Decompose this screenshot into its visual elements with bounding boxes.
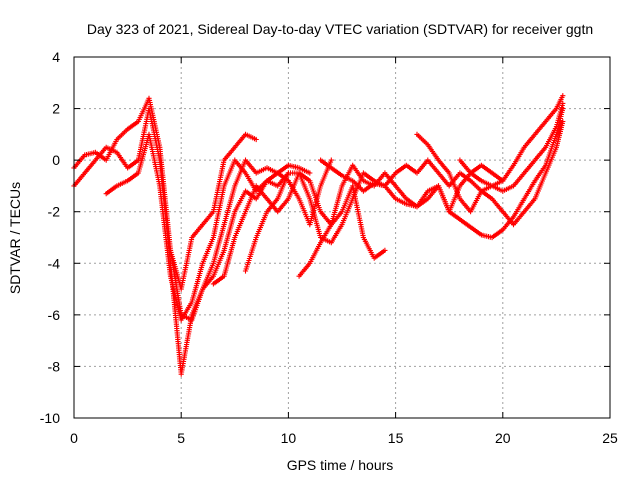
y-tick-label: -2 <box>48 204 61 220</box>
series-markers <box>210 170 388 287</box>
series-line <box>298 95 564 277</box>
x-tick-label: 25 <box>602 430 618 446</box>
y-tick-label: 0 <box>52 152 60 168</box>
x-tick-label: 20 <box>495 430 511 446</box>
y-axis-label: SDTVAR / TECUs <box>7 182 23 294</box>
series-group <box>71 93 566 377</box>
axis-ticks: 0 5 10 15 20 25 -10 -8 -6 -4 -2 0 2 4 <box>40 49 618 446</box>
series-markers <box>414 118 566 228</box>
series-markers <box>103 131 291 323</box>
y-tick-label: -4 <box>48 255 61 271</box>
y-tick-label: -8 <box>48 358 61 374</box>
series-arc-10 <box>457 100 566 194</box>
x-tick-label: 5 <box>177 430 185 446</box>
series-markers <box>457 100 566 194</box>
x-tick-label: 10 <box>281 430 297 446</box>
series-markers <box>318 106 566 241</box>
y-tick-label: 4 <box>52 49 60 65</box>
grid <box>74 57 610 418</box>
series-markers <box>296 93 566 279</box>
x-tick-label: 15 <box>388 430 404 446</box>
x-axis-label: GPS time / hours <box>287 457 394 473</box>
y-tick-label: 2 <box>52 101 60 117</box>
series-arc-9 <box>414 118 566 228</box>
series-arc-8 <box>318 106 566 241</box>
plot-frame <box>73 56 611 419</box>
x-tick-label: 0 <box>70 430 78 446</box>
series-arc-7 <box>296 93 566 279</box>
y-tick-label: -10 <box>40 410 60 426</box>
chart-title: Day 323 of 2021, Sidereal Day-to-day VTE… <box>87 21 593 37</box>
y-tick-label: -6 <box>48 307 61 323</box>
